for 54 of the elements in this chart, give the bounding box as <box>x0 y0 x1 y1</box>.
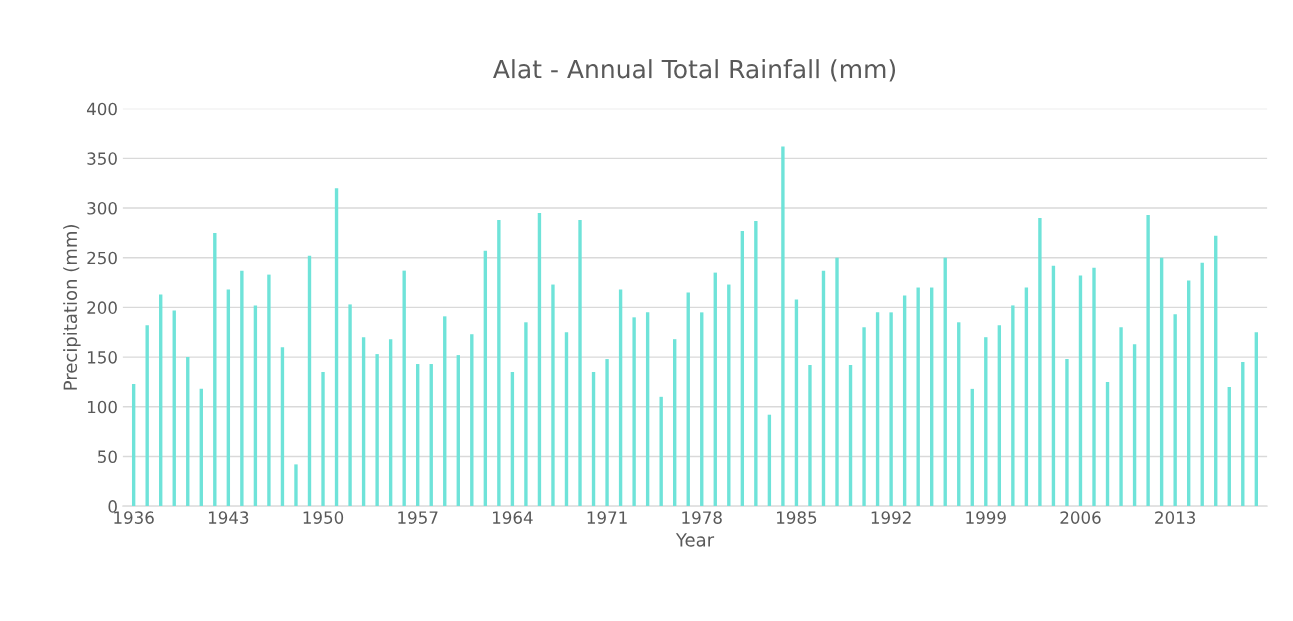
bar <box>754 220 758 507</box>
bar <box>1011 305 1015 507</box>
y-tick-label: 350 <box>87 152 117 165</box>
bar <box>348 304 352 507</box>
bar <box>1038 217 1042 507</box>
bar <box>375 354 379 507</box>
x-tick-label: 1936 <box>114 511 154 524</box>
y-tick-label: 200 <box>87 301 117 314</box>
x-tick-label: 1957 <box>398 511 438 524</box>
bar <box>808 365 812 507</box>
bar <box>497 219 501 507</box>
bar <box>1146 214 1150 507</box>
bar <box>1092 267 1096 507</box>
x-tick-label: 1964 <box>493 511 533 524</box>
bar <box>524 322 528 507</box>
x-tick-label: 2013 <box>1155 511 1196 524</box>
y-tick-label: 300 <box>87 202 117 215</box>
y-tick-label: 0 <box>108 500 117 513</box>
x-tick-label: 2006 <box>1060 511 1101 524</box>
x-tick-label: 1950 <box>303 511 344 524</box>
y-tick-label: 250 <box>87 251 117 265</box>
bar <box>213 232 217 507</box>
bar <box>294 464 298 507</box>
bar <box>578 219 582 507</box>
bar <box>916 287 920 507</box>
y-tick-label: 100 <box>87 400 117 414</box>
bar <box>551 284 555 507</box>
bar <box>145 325 149 507</box>
x-tick-label: 1999 <box>966 511 1006 524</box>
bar <box>862 327 866 507</box>
x-axis-title: Year <box>675 533 715 547</box>
x-tick-label: 1971 <box>587 511 627 524</box>
y-tick-label: 150 <box>87 351 117 364</box>
bar <box>402 270 406 507</box>
x-tick-label: 1943 <box>208 511 249 524</box>
y-tick-label: 400 <box>86 102 117 116</box>
bar <box>659 396 663 507</box>
x-tick-label: 1992 <box>871 511 911 524</box>
bar <box>267 274 271 507</box>
bar <box>605 359 609 507</box>
bar <box>1065 359 1069 507</box>
bar <box>632 317 636 507</box>
bar <box>321 371 325 507</box>
bar <box>240 270 244 507</box>
bar <box>1119 327 1123 507</box>
x-tick-label: 1985 <box>777 511 817 524</box>
y-axis-title: Precipitation (mm) <box>63 225 81 390</box>
chart-title: Alat - Annual Total Rainfall (mm) <box>493 59 896 82</box>
y-tick-label: 50 <box>98 450 117 463</box>
x-tick-label: 1978 <box>682 511 722 524</box>
bar <box>889 312 893 507</box>
bar <box>835 257 839 507</box>
bar <box>781 146 785 507</box>
bar <box>1173 314 1177 507</box>
